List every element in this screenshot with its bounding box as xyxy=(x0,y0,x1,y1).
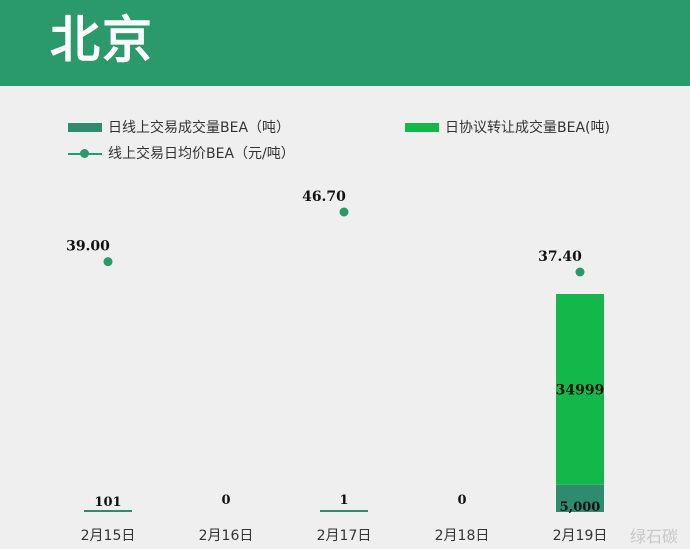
legend-swatch-online-volume xyxy=(68,123,102,132)
price-marker xyxy=(103,257,113,267)
x-tick-label: 2月19日 xyxy=(553,528,608,544)
data-label-online-volume: 101 xyxy=(94,495,121,510)
x-tick-label: 2月17日 xyxy=(317,528,372,544)
legend-label-avg-price: 线上交易日均价BEA（元/吨） xyxy=(108,146,295,162)
data-label-online-volume: 0 xyxy=(457,493,466,508)
bar-online-volume xyxy=(320,510,368,512)
x-tick-label: 2月15日 xyxy=(81,528,136,544)
bar-online-volume xyxy=(84,510,132,512)
data-label-avg-price: 37.40 xyxy=(538,249,582,265)
header-banner: 北京 xyxy=(0,0,690,86)
data-label-avg-price: 46.70 xyxy=(302,189,346,205)
legend-swatch-agreement-volume xyxy=(405,123,439,132)
data-label-avg-price: 39.00 xyxy=(66,239,110,255)
legend-dot-avg-price xyxy=(80,149,89,158)
bar-agreement-volume xyxy=(556,294,604,485)
x-tick-label: 2月18日 xyxy=(435,528,490,544)
data-label-agreement-volume: 34999 xyxy=(556,382,605,398)
bar-online-volume xyxy=(556,484,604,512)
legend-label-online-volume: 日线上交易成交量BEA（吨） xyxy=(108,120,291,136)
data-label-online-volume: 5,000 xyxy=(560,500,601,515)
watermark: 绿石碳 xyxy=(629,527,678,546)
data-label-online-volume: 1 xyxy=(339,493,348,508)
data-label-online-volume: 0 xyxy=(221,493,230,508)
page-title: 北京 xyxy=(50,11,154,69)
legend-label-agreement-volume: 日协议转让成交量BEA(吨) xyxy=(445,120,610,136)
x-tick-label: 2月16日 xyxy=(199,528,254,544)
price-marker xyxy=(339,207,349,217)
price-marker xyxy=(575,267,585,277)
